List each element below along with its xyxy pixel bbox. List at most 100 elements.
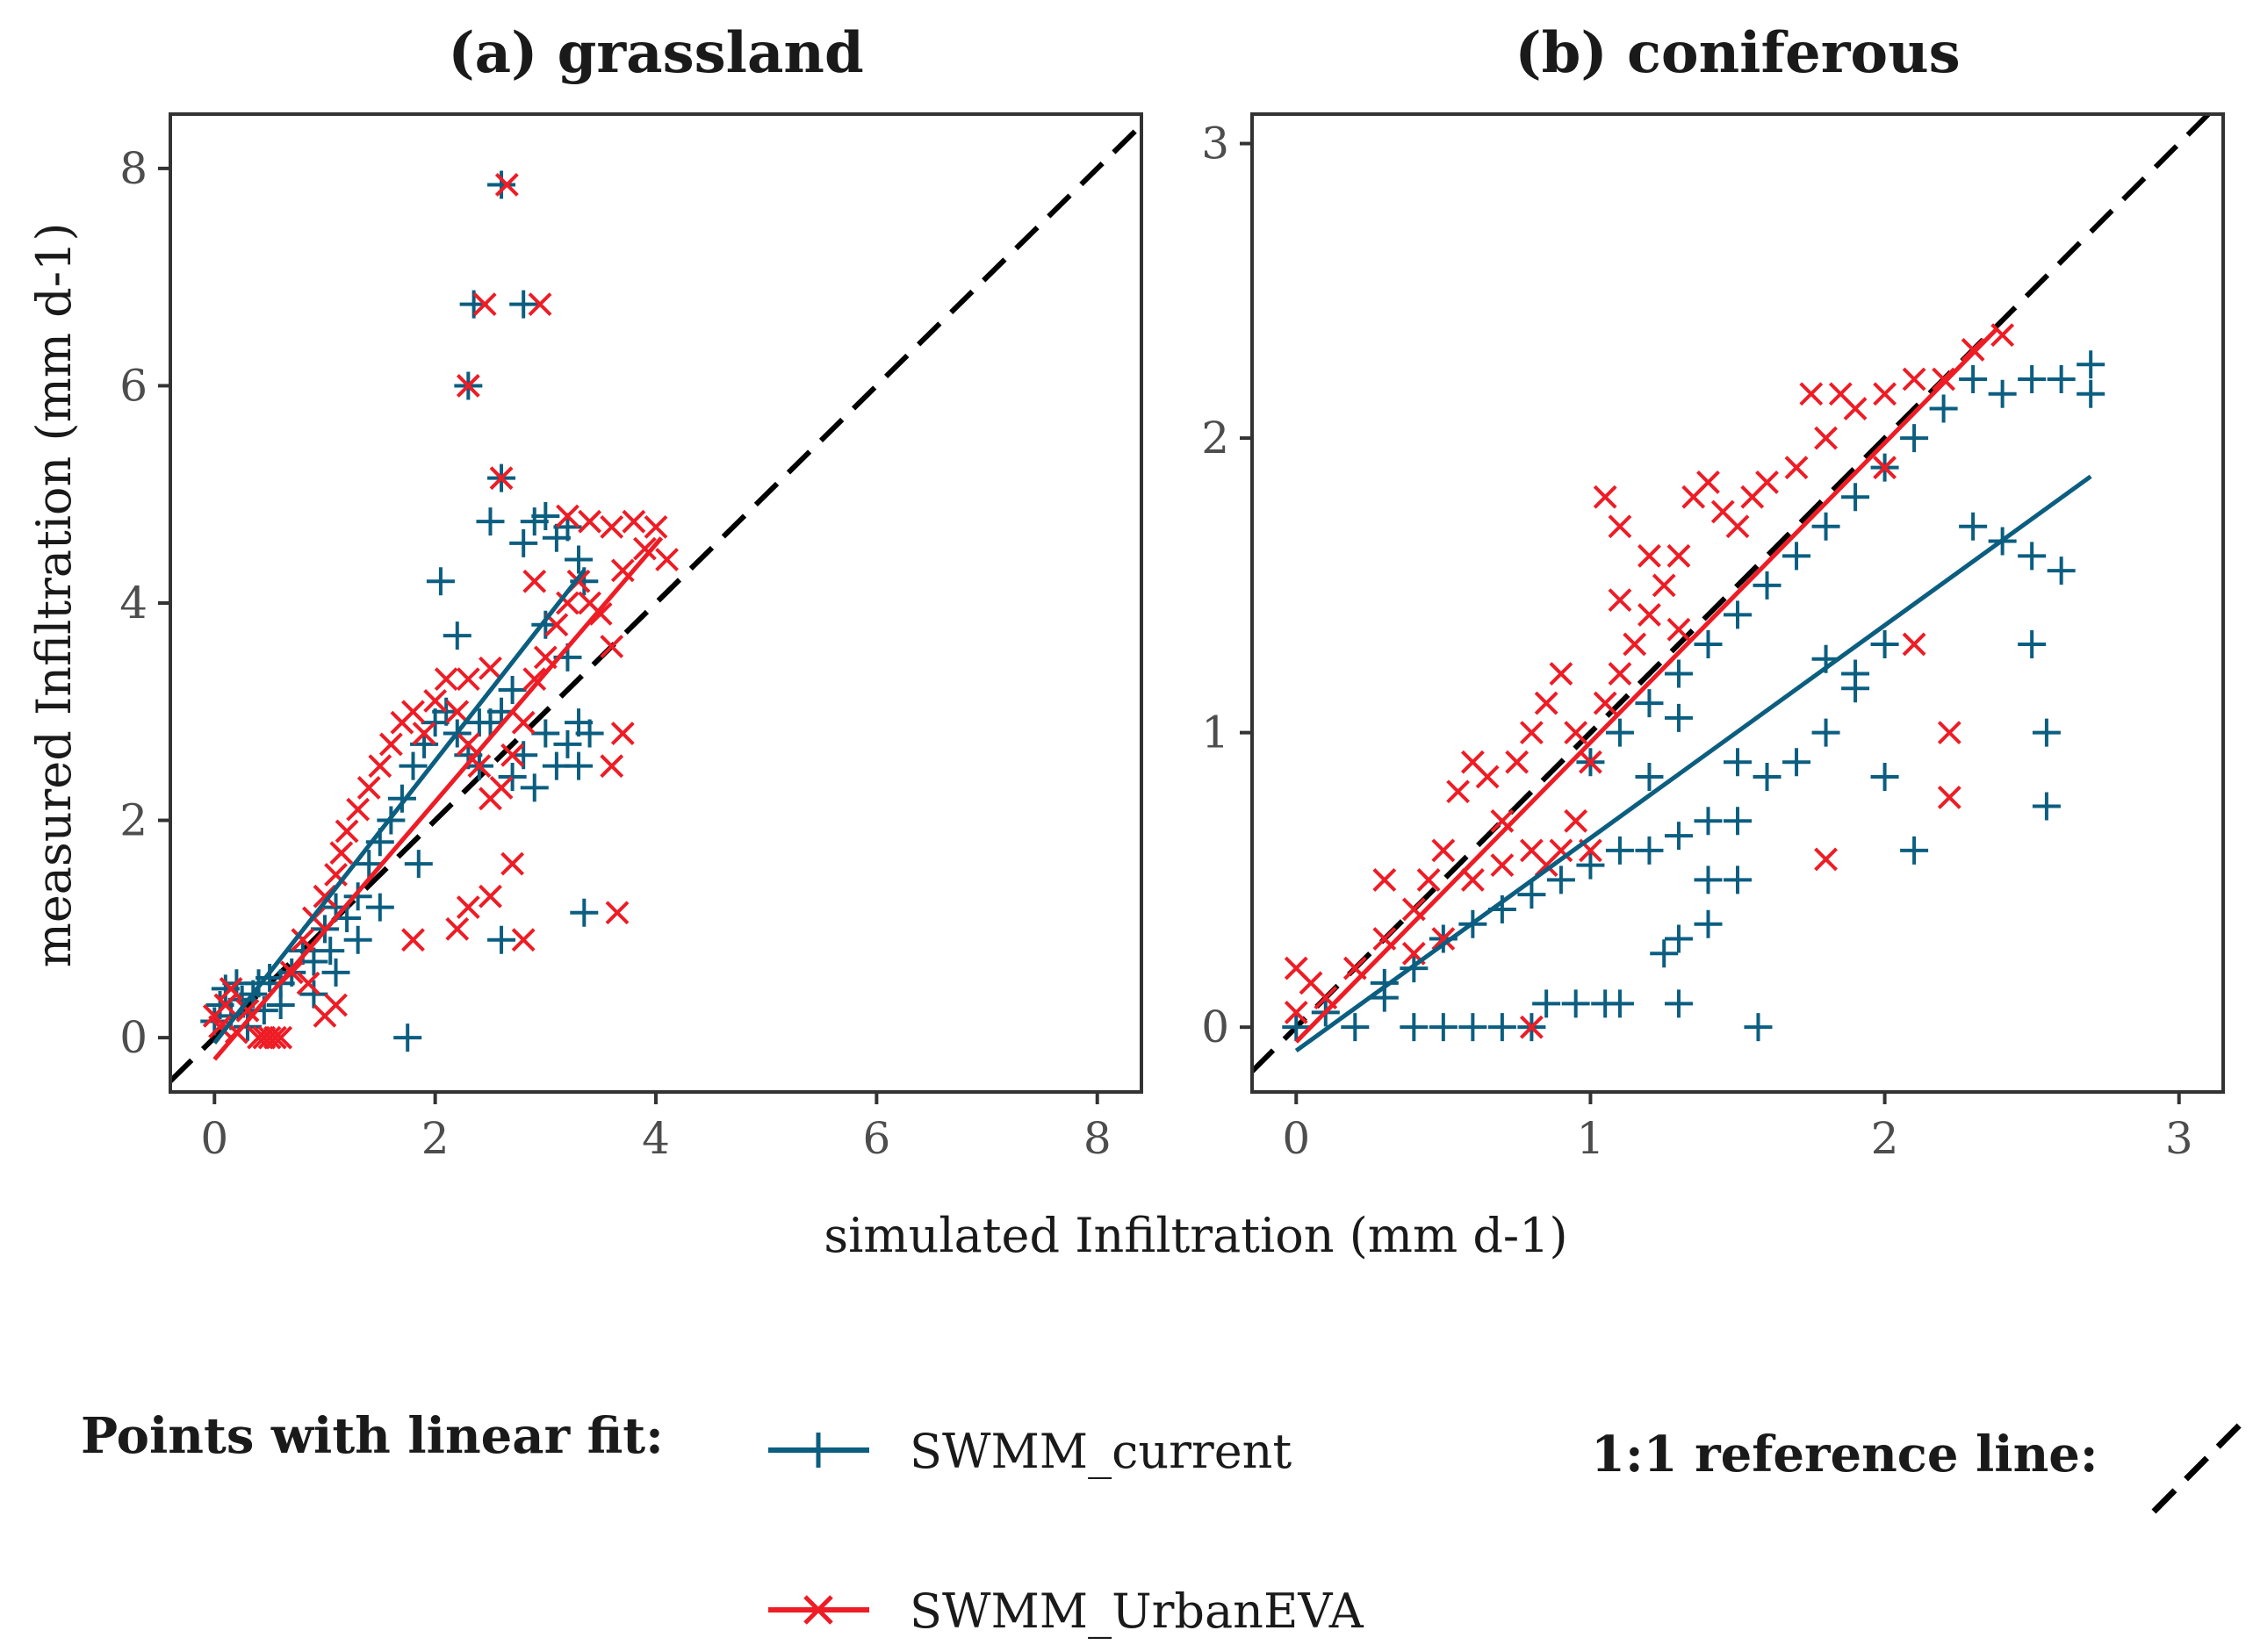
data-point-swmm-current (2018, 364, 2047, 393)
panel-frame (1250, 112, 2225, 1094)
data-point-swmm-urbaneva (219, 976, 243, 1001)
points-swmm-urbaneva (1284, 323, 2015, 1039)
data-point-swmm-current (1664, 659, 1693, 688)
data-point-swmm-urbaneva (500, 743, 525, 767)
data-point-swmm-urbaneva (324, 863, 348, 887)
data-point-swmm-current (1282, 1013, 1311, 1042)
data-point-swmm-current (2032, 718, 2061, 747)
fit-lines (1294, 327, 2092, 1053)
data-point-swmm-urbaneva (456, 667, 480, 692)
x-tick-label: 2 (1871, 1113, 1899, 1164)
data-point-swmm-urbaneva (511, 928, 536, 952)
data-point-swmm-current (2077, 379, 2105, 408)
data-point-swmm-urbaneva (1446, 779, 1471, 804)
data-point-swmm-urbaneva (578, 509, 602, 534)
data-point-swmm-current (565, 545, 594, 574)
legend-x-marker (803, 1595, 833, 1625)
data-point-swmm-current (1576, 851, 1605, 880)
data-point-swmm-current (476, 507, 505, 536)
data-point-swmm-current (1870, 762, 1899, 791)
data-point-swmm-urbaneva (644, 514, 668, 539)
x-tick-label: 2 (421, 1113, 450, 1164)
data-point-swmm-urbaneva (605, 901, 630, 925)
data-point-swmm-urbaneva (610, 722, 635, 745)
data-point-swmm-urbaneva (1460, 867, 1485, 892)
reference-line-1-1 (1252, 114, 2211, 1074)
data-point-swmm-urbaneva (1519, 721, 1544, 745)
y-tick-label: 0 (1201, 1002, 1229, 1052)
data-point-swmm-urbaneva (423, 688, 448, 713)
data-point-swmm-current (520, 773, 549, 802)
data-point-swmm-current (1959, 364, 1988, 393)
data-point-swmm-current (498, 676, 527, 705)
data-point-swmm-urbaneva (445, 916, 470, 941)
data-point-swmm-urbaneva (622, 509, 646, 534)
data-point-swmm-current (1635, 836, 1664, 865)
data-point-swmm-current (266, 990, 295, 1019)
data-point-swmm-current (2018, 629, 2047, 658)
data-point-swmm-current (1546, 866, 1575, 894)
data-point-swmm-current (487, 925, 516, 954)
data-point-swmm-urbaneva (479, 884, 502, 909)
data-point-swmm-urbaneva (412, 722, 436, 745)
data-point-swmm-current (1900, 836, 1929, 865)
data-point-swmm-urbaneva (269, 1025, 293, 1050)
data-point-swmm-current (1724, 600, 1752, 629)
data-point-swmm-urbaneva (247, 1025, 270, 1050)
data-point-swmm-urbaneva (522, 667, 547, 692)
data-point-swmm-urbaneva (213, 993, 238, 1017)
data-point-swmm-urbaneva (600, 754, 624, 779)
data-point-swmm-current (498, 763, 527, 792)
data-point-swmm-current (487, 170, 516, 199)
data-point-swmm-current (1664, 703, 1693, 732)
data-point-swmm-urbaneva (1990, 323, 2015, 348)
legend-reference-title: 1:1 reference line: (1591, 1426, 2098, 1483)
data-point-swmm-current (1782, 748, 1811, 777)
data-point-swmm-current (1724, 866, 1752, 894)
data-point-swmm-current (1532, 989, 1561, 1018)
data-point-swmm-current (565, 751, 594, 780)
y-tick-label: 8 (119, 143, 148, 194)
data-point-swmm-current (1811, 512, 1840, 541)
data-point-swmm-current (1988, 379, 2017, 408)
data-point-swmm-urbaneva (556, 504, 579, 528)
data-point-swmm-urbaneva (1666, 543, 1691, 568)
data-point-swmm-urbaneva (479, 656, 502, 680)
data-point-swmm-current (553, 729, 582, 758)
data-point-swmm-urbaneva (1608, 514, 1632, 539)
data-point-swmm-urbaneva (456, 374, 480, 398)
data-point-swmm-current (1724, 807, 1752, 836)
data-point-swmm-current (343, 925, 372, 954)
fit-lines (212, 536, 664, 1061)
data-point-swmm-current (464, 708, 493, 737)
data-point-swmm-current (1664, 989, 1693, 1018)
y-tick-label: 2 (1201, 413, 1229, 463)
data-point-swmm-urbaneva (1873, 456, 1897, 480)
data-point-swmm-current (1694, 866, 1723, 894)
data-point-swmm-current (321, 958, 350, 987)
points-swmm-current (1282, 350, 2105, 1042)
reference-lines (1252, 114, 2211, 1074)
data-point-swmm-current (2018, 542, 2047, 571)
data-point-swmm-urbaneva (324, 993, 348, 1017)
axis-ticks: 0 2 4 6 8 0 2 4 6 8 (119, 143, 1111, 1164)
data-point-swmm-current (443, 621, 471, 650)
data-point-swmm-current (1370, 968, 1399, 997)
data-point-swmm-urbaneva (1593, 691, 1617, 715)
data-point-swmm-current (1782, 542, 1811, 571)
legend-label-swmm-urbaneva: SWMM_UrbanEVA (910, 1584, 1364, 1639)
data-point-swmm-current (1724, 748, 1752, 777)
data-point-swmm-urbaneva (1638, 543, 1661, 568)
data-point-swmm-urbaneva (378, 732, 403, 757)
y-tick-label: 4 (119, 578, 148, 628)
data-point-swmm-current (575, 719, 604, 748)
data-point-swmm-urbaneva (335, 819, 359, 844)
y-tick-label: 6 (119, 360, 148, 411)
data-point-swmm-urbaneva (1534, 691, 1558, 715)
data-point-swmm-urbaneva (368, 754, 392, 779)
data-point-swmm-urbaneva (1638, 603, 1661, 627)
data-point-swmm-current (1694, 909, 1723, 938)
data-point-swmm-urbaneva (456, 895, 480, 919)
y-tick-label: 0 (119, 1012, 148, 1063)
data-point-swmm-current (1429, 1013, 1458, 1042)
